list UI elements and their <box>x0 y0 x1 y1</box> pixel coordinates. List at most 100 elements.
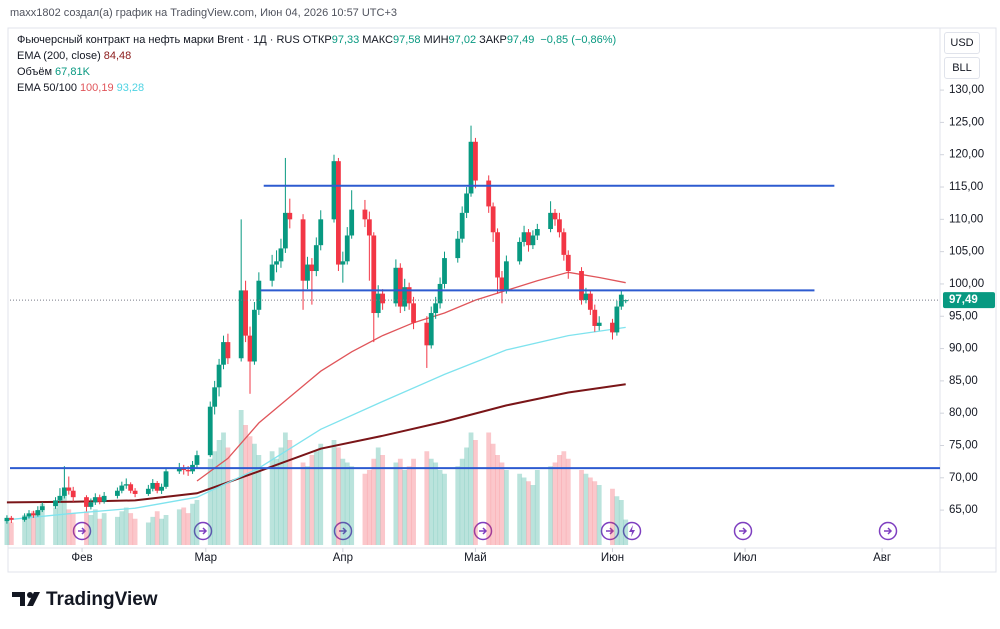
candle-body <box>61 487 67 496</box>
last-price-label: 97,49 <box>949 294 978 306</box>
y-tick-label: 120,00 <box>949 149 984 161</box>
candle-body <box>225 342 231 359</box>
ohlc-value: 97,02 <box>448 34 477 46</box>
candle-body <box>344 235 350 262</box>
indicator-row: Объём 67,81K <box>17 65 93 79</box>
indicator-value: 100,19 <box>79 82 114 94</box>
currency-button[interactable]: USD <box>944 32 980 54</box>
candle-body <box>393 267 399 304</box>
legend-main: Фьючерсный контракт на нефть марки Brent… <box>17 33 619 47</box>
volume-bar <box>464 447 470 545</box>
candle-body <box>561 232 567 255</box>
candle-body <box>331 161 337 220</box>
volume-bar <box>252 443 257 545</box>
candle-body <box>397 267 403 307</box>
candle-body <box>552 212 558 220</box>
candle-body <box>154 482 160 491</box>
volume-bar <box>300 462 306 545</box>
volume-bar <box>592 481 598 545</box>
volume-bar <box>521 477 527 545</box>
y-tick-label: 70,00 <box>949 472 978 484</box>
volume-bar <box>256 455 262 545</box>
ohlc-label: МИН <box>423 34 449 46</box>
candle-body <box>521 232 527 242</box>
candle-body <box>256 280 262 310</box>
x-tick-label: Июл <box>733 552 756 564</box>
event-markers <box>72 521 898 541</box>
volume-bar <box>70 513 76 545</box>
candle-body <box>163 471 169 487</box>
candle-body <box>428 313 434 346</box>
candle-body <box>145 488 151 494</box>
volume-bar <box>393 462 399 545</box>
currency-button[interactable]: BLL <box>944 57 980 79</box>
volume-bar <box>274 458 279 545</box>
volume-bar <box>194 500 200 545</box>
candle-body <box>243 290 248 336</box>
plot-area <box>4 125 940 545</box>
volume-bar <box>57 496 63 545</box>
volume-bar <box>411 458 416 545</box>
volume-bar <box>318 443 324 545</box>
volume-bar <box>159 518 165 545</box>
volume-bar <box>583 473 589 545</box>
logo-mark <box>12 592 25 606</box>
x-tick-label: Май <box>464 552 487 564</box>
event-arrow <box>78 527 87 535</box>
volume-bar <box>366 470 372 545</box>
volume-bar <box>92 509 98 545</box>
indicator-row: EMA 50/100 100,19 93,28 <box>17 81 147 95</box>
volume-bar <box>305 466 310 545</box>
y-tick-label: 100,00 <box>949 278 984 290</box>
ohlc-value: 97,49 <box>506 34 535 46</box>
volume-bar <box>371 458 377 545</box>
volume-bar <box>119 511 125 545</box>
volume-bar <box>526 481 531 545</box>
candle-body <box>565 254 571 272</box>
candle-body <box>53 500 58 507</box>
volume-bar <box>66 509 72 545</box>
y-tick-label: 125,00 <box>949 116 984 128</box>
candle-body <box>26 513 32 517</box>
volume-bar <box>455 466 461 545</box>
volume-bar <box>132 518 138 545</box>
candle-body <box>88 502 94 507</box>
volume-bar <box>587 477 593 545</box>
logo-mark <box>27 592 40 606</box>
candle-body <box>579 271 584 301</box>
volume-bar <box>154 511 160 545</box>
volume-bar <box>530 485 536 545</box>
volume-bar <box>552 462 558 545</box>
candle-body <box>473 141 478 181</box>
candle-body <box>610 322 615 333</box>
candle-body <box>84 497 89 507</box>
volume-bar <box>561 451 567 545</box>
candle-body <box>499 277 505 291</box>
volume-bar <box>336 447 341 545</box>
candle-body <box>282 212 288 249</box>
volume-bar <box>517 473 523 545</box>
volume-bar <box>35 513 41 545</box>
volume-bar <box>39 503 45 545</box>
volume-bar <box>424 451 430 545</box>
indicator-row: EMA (200, close) 84,48 <box>17 49 134 63</box>
volume-bar <box>53 507 58 545</box>
candle-body <box>411 303 416 323</box>
candle-body <box>300 219 306 281</box>
candle-body <box>375 293 381 314</box>
ema-line <box>6 383 626 504</box>
candle-body <box>66 487 72 491</box>
candle-body <box>442 258 447 284</box>
candle-body <box>366 219 372 236</box>
candle-body <box>592 309 598 326</box>
event-arrow <box>739 527 748 535</box>
candle-body <box>468 141 474 194</box>
volume-bar <box>247 436 253 545</box>
candle-body <box>614 306 620 333</box>
candle-body <box>287 212 293 220</box>
candle-body <box>97 497 103 502</box>
volume-bar <box>349 466 355 545</box>
candle-body <box>424 322 430 346</box>
candle-body <box>517 241 523 262</box>
